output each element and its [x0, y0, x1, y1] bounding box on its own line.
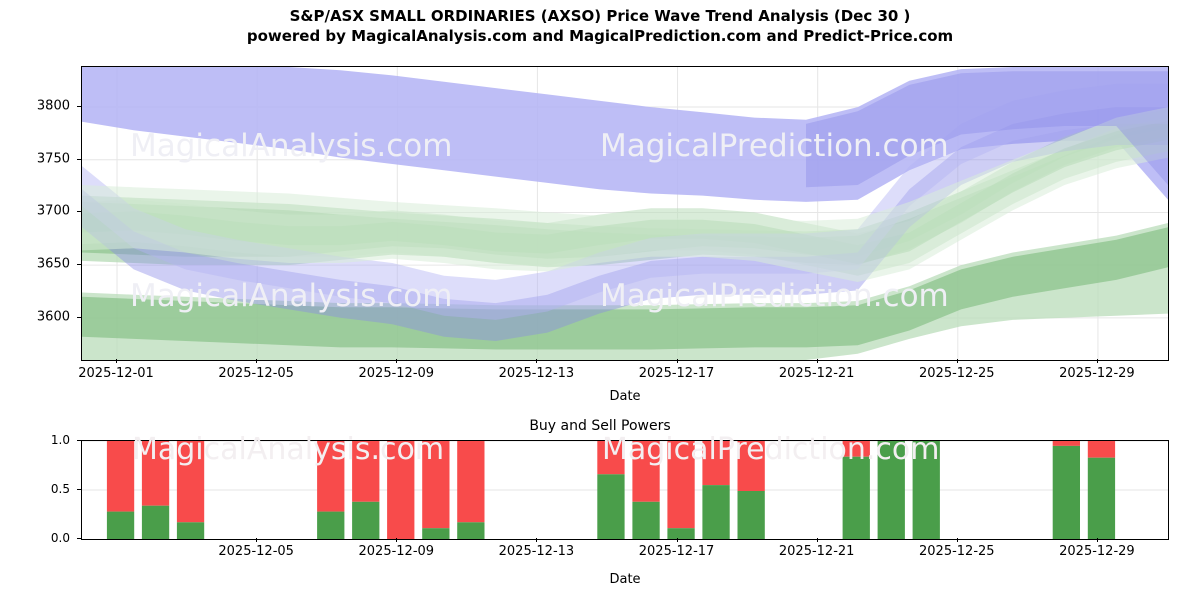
- buy-sell-bars-svg: [82, 441, 1168, 539]
- buy-power-bar: [842, 456, 870, 539]
- bars-x-tickmark: [256, 538, 258, 542]
- buy-power-bar: [422, 528, 450, 539]
- price-x-tickmark: [956, 359, 958, 363]
- sell-power-bar: [387, 441, 415, 539]
- buy-power-bar: [597, 474, 625, 539]
- bars-plot-area: [81, 440, 1169, 540]
- price-y-tickmark: [77, 106, 81, 108]
- buy-power-bar: [176, 522, 205, 539]
- price-y-tick: 3650: [36, 256, 70, 272]
- sell-power-bar: [632, 441, 660, 502]
- price-y-tickmark: [77, 316, 81, 318]
- price-x-tickmark: [396, 359, 398, 363]
- bars-x-axis-label: Date: [609, 572, 641, 587]
- sell-power-bar: [422, 441, 450, 529]
- price-x-tick: 2025-12-05: [218, 366, 294, 381]
- buy-power-bar: [106, 511, 135, 539]
- price-x-axis-label: Date: [609, 389, 641, 404]
- price-y-tickmark: [77, 158, 81, 160]
- price-x-tickmark: [256, 359, 258, 363]
- price-x-tick: 2025-12-21: [778, 366, 855, 381]
- buy-power-bar: [632, 501, 660, 539]
- price-y-tick: 3700: [36, 203, 70, 219]
- price-x-tickmark: [676, 359, 678, 363]
- bars-x-tick: 2025-12-17: [638, 544, 715, 559]
- page-title: S&P/ASX SMALL ORDINARIES (AXSO) Price Wa…: [289, 7, 911, 25]
- buy-power-bar: [877, 441, 905, 539]
- buy-power-bar: [317, 511, 345, 539]
- chart-title-block: S&P/ASX SMALL ORDINARIES (AXSO) Price Wa…: [0, 6, 1200, 46]
- sell-power-bar: [176, 441, 205, 523]
- sell-power-bar: [141, 441, 170, 506]
- buy-power-bar: [1087, 457, 1116, 539]
- price-x-tick: 2025-12-13: [498, 366, 575, 381]
- price-x-tick: 2025-12-17: [638, 366, 715, 381]
- bars-x-tickmark: [676, 538, 678, 542]
- bars-x-tick: 2025-12-09: [358, 544, 435, 559]
- buy-power-bar: [1052, 445, 1080, 539]
- price-x-tickmark: [1096, 359, 1098, 363]
- sell-power-bar: [842, 441, 870, 457]
- bars-y-tick: 0.5: [50, 482, 70, 496]
- bars-y-tickmark: [77, 440, 81, 441]
- price-x-tick: 2025-12-01: [78, 366, 154, 381]
- price-y-tickmark: [77, 264, 81, 266]
- bars-x-tickmark: [396, 538, 398, 542]
- price-y-tick: 3600: [36, 309, 70, 325]
- price-x-tickmark: [536, 359, 538, 363]
- page-subtitle: powered by MagicalAnalysis.com and Magic…: [246, 27, 954, 45]
- buy-power-bar: [702, 485, 730, 539]
- price-y-tick: 3800: [36, 98, 70, 114]
- bars-y-tick: 1.0: [50, 433, 70, 447]
- price-x-tick: 2025-12-25: [919, 366, 995, 381]
- buy-power-bar: [141, 505, 170, 539]
- bars-chart-panel: [81, 440, 1169, 540]
- bars-x-tickmark: [816, 538, 818, 542]
- sell-power-bar: [1052, 441, 1080, 446]
- price-x-tick: 2025-12-29: [1059, 366, 1135, 381]
- buy-power-bar: [457, 522, 485, 539]
- sell-power-bar: [352, 441, 380, 502]
- sell-power-bar: [457, 441, 485, 523]
- price-plot-area: [81, 66, 1169, 361]
- bars-x-tickmark: [956, 538, 958, 542]
- price-y-tickmark: [77, 211, 81, 213]
- sell-power-bar: [702, 441, 730, 486]
- buy-power-bar: [352, 501, 380, 539]
- price-x-tickmark: [816, 359, 818, 363]
- buy-power-bar: [667, 528, 695, 539]
- price-y-tick: 3750: [36, 151, 70, 167]
- bars-chart-title: Buy and Sell Powers: [529, 418, 671, 434]
- price-x-tick: 2025-12-09: [358, 366, 435, 381]
- price-bands-svg: [82, 67, 1168, 360]
- sell-power-bar: [667, 441, 695, 529]
- sell-power-bar: [317, 441, 345, 512]
- bars-x-tick: 2025-12-05: [218, 544, 294, 559]
- bars-x-tick: 2025-12-21: [778, 544, 855, 559]
- bars-y-tickmark: [77, 538, 81, 539]
- sell-power-bar: [1087, 441, 1116, 458]
- price-chart-panel: [81, 66, 1169, 361]
- price-x-tickmark: [116, 359, 118, 363]
- sell-power-bar: [597, 441, 625, 475]
- buy-power-bar: [912, 441, 940, 539]
- sell-power-bar: [106, 441, 135, 512]
- bars-x-tick: 2025-12-29: [1059, 544, 1135, 559]
- bars-x-tick: 2025-12-13: [498, 544, 575, 559]
- bars-x-tick: 2025-12-25: [919, 544, 995, 559]
- sell-power-bar: [737, 441, 765, 491]
- buy-power-bar: [737, 491, 765, 539]
- bars-y-tickmark: [77, 489, 81, 490]
- bars-x-tickmark: [1096, 538, 1098, 542]
- bars-x-tickmark: [536, 538, 538, 542]
- bars-y-tick: 0.0: [50, 531, 70, 545]
